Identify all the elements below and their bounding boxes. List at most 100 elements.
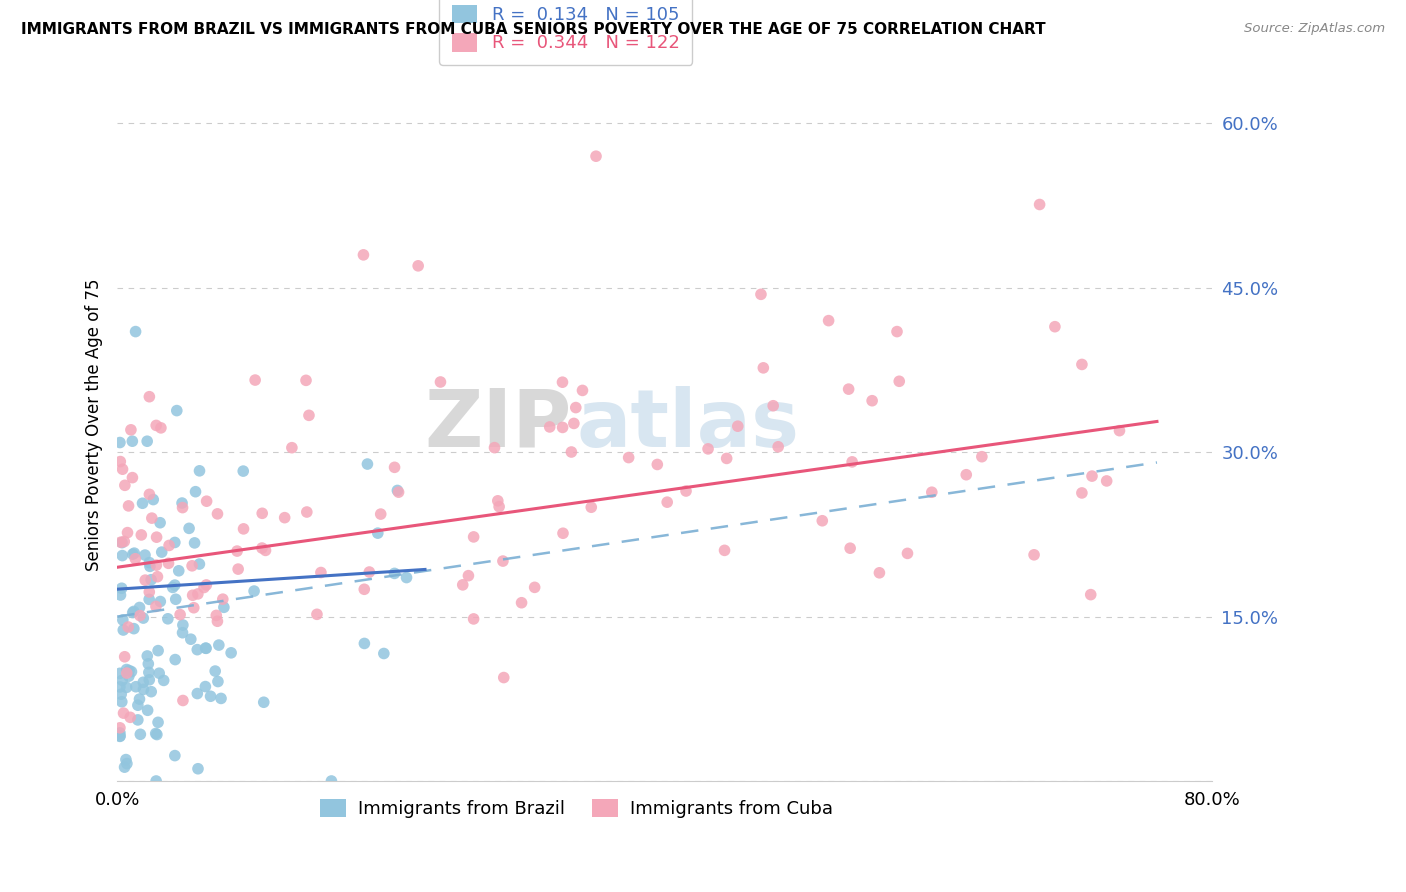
Point [108, 666, 131, 681]
Point [195, 641, 218, 656]
Point [117, 525, 139, 540]
Point [149, 421, 172, 435]
Point [243, 373, 266, 387]
Point [387, 483, 409, 498]
Point [114, 478, 136, 492]
Point [811, 514, 834, 528]
Point [114, 649, 136, 664]
Point [295, 373, 318, 387]
Point [250, 506, 273, 520]
Point [838, 382, 860, 396]
Point [395, 570, 418, 584]
Point [157, 557, 180, 571]
Point [149, 516, 172, 530]
Point [139, 573, 162, 587]
Point [134, 548, 156, 562]
Point [131, 496, 153, 510]
Point [162, 581, 184, 595]
Point [136, 657, 159, 671]
Point [860, 393, 883, 408]
Point [163, 535, 186, 549]
Point [115, 666, 138, 681]
Point [484, 441, 506, 455]
Point [167, 564, 190, 578]
Point [585, 149, 607, 163]
Point [132, 675, 155, 690]
Point [120, 665, 142, 679]
Point [145, 599, 167, 614]
Point [841, 455, 863, 469]
Point [128, 600, 150, 615]
Point [111, 462, 134, 476]
Point [889, 374, 911, 388]
Point [295, 505, 318, 519]
Point [538, 420, 561, 434]
Point [839, 541, 862, 556]
Point [387, 485, 409, 500]
Point [766, 440, 789, 454]
Point [562, 417, 585, 431]
Point [647, 458, 669, 472]
Point [152, 673, 174, 688]
Point [138, 673, 160, 687]
Point [170, 496, 193, 510]
Point [195, 578, 218, 592]
Point [127, 713, 149, 727]
Point [250, 541, 273, 555]
Point [560, 445, 582, 459]
Point [187, 587, 209, 601]
Point [172, 618, 194, 632]
Point [886, 325, 908, 339]
Point [150, 545, 173, 559]
Point [457, 568, 479, 582]
Point [141, 511, 163, 525]
Point [156, 612, 179, 626]
Point [232, 522, 254, 536]
Point [492, 671, 515, 685]
Point [309, 566, 332, 580]
Point [183, 536, 205, 550]
Point [138, 390, 160, 404]
Point [108, 729, 131, 743]
Point [359, 565, 381, 579]
Point [122, 546, 145, 560]
Point [463, 612, 485, 626]
Point [617, 450, 640, 465]
Point [172, 693, 194, 707]
Point [657, 495, 679, 509]
Point [193, 581, 215, 595]
Point [1081, 469, 1104, 483]
Point [356, 457, 378, 471]
Point [970, 450, 993, 464]
Point [384, 460, 406, 475]
Point [165, 592, 187, 607]
Point [353, 582, 375, 597]
Y-axis label: Seniors Poverty Over the Age of 75: Seniors Poverty Over the Age of 75 [86, 278, 103, 571]
Point [115, 753, 138, 767]
Point [181, 558, 204, 573]
Point [817, 313, 839, 327]
Point [921, 485, 943, 500]
Point [108, 680, 131, 694]
Point [868, 566, 890, 580]
Point [209, 691, 232, 706]
Point [208, 638, 231, 652]
Point [142, 492, 165, 507]
Point [125, 680, 148, 694]
Point [163, 578, 186, 592]
Point [194, 680, 217, 694]
Point [1070, 486, 1092, 500]
Point [1095, 474, 1118, 488]
Point [145, 726, 167, 740]
Point [273, 510, 295, 524]
Point [132, 682, 155, 697]
Point [114, 760, 136, 774]
Point [188, 557, 211, 571]
Point [145, 530, 167, 544]
Point [138, 487, 160, 501]
Point [1028, 197, 1050, 211]
Point [111, 695, 134, 709]
Point [138, 585, 160, 599]
Point [187, 762, 209, 776]
Point [281, 441, 304, 455]
